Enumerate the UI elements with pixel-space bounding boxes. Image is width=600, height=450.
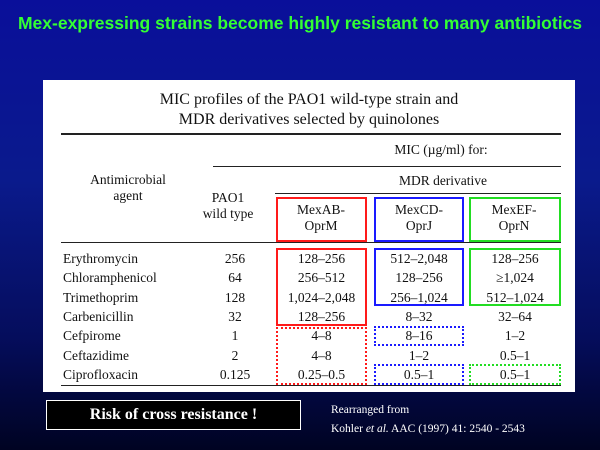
pao1-header-line1: PAO1 [211,190,245,205]
mexab-dotted-box [276,327,367,385]
table-title-line1: MIC profiles of the PAO1 wild-type strai… [159,91,459,108]
cell-mexef: 0.5–1 [499,347,531,363]
citation-line1: Rearranged from [331,404,410,416]
cell-mexcd: 8–32 [405,308,433,324]
citation-rest: AAC (1997) 41: 2540 - 2543 [388,423,525,435]
cell-mexab: 1,024–2,048 [287,289,356,305]
cell-mexcd: 512–2,048 [390,251,448,266]
cell-pao1: 1 [231,328,239,344]
cell-agent: Cefpirome [63,328,121,344]
cell-mexef: 128–256 [491,251,539,266]
mexcd-header: MexCD- OprJ [373,202,465,234]
mexef-resistance-box [469,248,561,306]
mdr-header: MDR derivative [398,173,488,188]
mexab-resistance-box [276,248,367,326]
mexef-header-line1: MexEF- [491,202,537,217]
mexcd-header-box [374,197,464,242]
mexcd-dotted-box-cipro [374,364,464,385]
mexab-header-line1: MexAB- [297,202,345,217]
cell-pao1: 128 [224,289,246,305]
risk-label-box: Risk of cross resistance ! [46,400,301,430]
mic-header: MIC (µg/ml) for: [394,142,488,157]
agent-header: Antimicrobial agent [73,172,183,204]
slide-title: Mex-expressing strains become highly res… [17,13,583,33]
cell-agent: Chloramphenicol [63,270,157,286]
mexef-dotted-box-cipro [469,364,561,385]
cell-mexab: 128–256 [297,251,346,266]
mexcd-dotted-box-cefpirome [374,326,464,346]
cell-agent: Ciprofloxacin [63,366,138,382]
mexcd-header-line2: OprJ [405,218,433,233]
mexcd-resistance-box [374,248,464,306]
cell-mexcd: 1–2 [408,347,430,363]
cell-agent: Trimethoprim [63,289,139,305]
mexef-header-line2: OprN [498,218,530,233]
mdr-subrule [275,193,561,194]
cell-agent: Ceftazidime [63,347,129,363]
cell-agent: Erythromycin [63,251,138,266]
mexcd-header-line1: MexCD- [395,202,443,217]
agent-header-line1: Antimicrobial [90,172,166,187]
cell-pao1: 2 [231,347,239,363]
mic-subrule [213,166,561,167]
cell-mexab: 128–256 [297,308,346,324]
citation-line2: Kohler et al. AAC (1997) 41: 2540 - 2543 [331,423,525,435]
cell-mexab: 256–512 [297,270,346,286]
cell-mexcd: 8–16 [405,328,433,344]
mexab-header: MexAB- OprM [275,202,367,234]
cell-mexef: 512–1,024 [486,289,544,305]
table-title: MIC profiles of the PAO1 wild-type strai… [43,90,575,130]
cell-mexcd: 128–256 [395,270,443,286]
pao1-header-line2: wild type [202,206,254,221]
pao1-header: PAO1 wild type [188,190,268,222]
table-title-line2: MDR derivatives selected by quinolones [178,111,440,128]
cell-mexab: 4–8 [311,328,332,344]
cell-mexcd: 256–1,024 [390,289,448,305]
cell-pao1: 32 [228,308,242,324]
mic-table-card: MIC profiles of the PAO1 wild-type strai… [43,80,575,392]
cell-agent: Carbenicillin [63,308,134,324]
cell-mexab: 4–8 [311,347,332,363]
citation-author: Kohler [331,423,366,435]
mexab-header-box [276,197,367,242]
cell-mexef: ≥1,024 [496,270,534,286]
header-rule [61,242,561,243]
mexef-header: MexEF- OprN [468,202,560,234]
bottom-rule [61,385,561,386]
cell-pao1: 0.125 [219,366,251,382]
mexab-header-line2: OprM [304,218,338,233]
cell-pao1: 256 [224,251,246,266]
cell-pao1: 64 [228,270,242,286]
citation-etal: et al. [365,423,389,435]
cell-mexef: 32–64 [498,308,532,324]
mexef-header-box [469,197,561,242]
cell-mexab: 0.25–0.5 [297,366,346,382]
cell-mexef: 1–2 [504,328,526,344]
cell-mexef: 0.5–1 [499,366,531,382]
cell-mexcd: 0.5–1 [403,366,435,382]
agent-header-line2: agent [113,188,143,203]
top-rule [61,133,561,135]
